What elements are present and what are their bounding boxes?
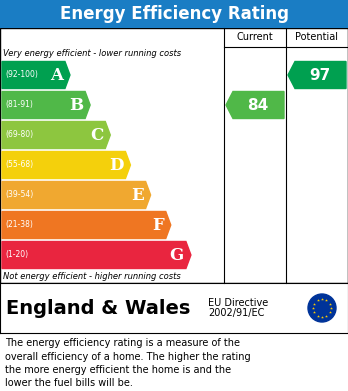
Text: Not energy efficient - higher running costs: Not energy efficient - higher running co… <box>3 272 181 281</box>
Text: E: E <box>131 187 144 203</box>
Polygon shape <box>2 61 70 88</box>
Polygon shape <box>2 242 191 269</box>
Text: (21-38): (21-38) <box>5 221 33 230</box>
Text: G: G <box>170 246 184 264</box>
Polygon shape <box>226 91 284 118</box>
Text: The energy efficiency rating is a measure of the: The energy efficiency rating is a measur… <box>5 338 240 348</box>
Text: A: A <box>50 66 63 84</box>
Bar <box>0 283 348 333</box>
Text: (39-54): (39-54) <box>5 190 33 199</box>
Polygon shape <box>2 91 90 118</box>
Text: 84: 84 <box>247 97 269 113</box>
Text: F: F <box>152 217 164 233</box>
Text: B: B <box>69 97 83 113</box>
Polygon shape <box>2 212 171 239</box>
Text: Very energy efficient - lower running costs: Very energy efficient - lower running co… <box>3 49 181 58</box>
Polygon shape <box>2 122 110 149</box>
Text: overall efficiency of a home. The higher the rating: overall efficiency of a home. The higher… <box>5 352 251 362</box>
Text: (55-68): (55-68) <box>5 160 33 170</box>
Text: 97: 97 <box>309 68 331 83</box>
Text: Current: Current <box>237 32 274 43</box>
Polygon shape <box>2 181 151 208</box>
Text: (69-80): (69-80) <box>5 131 33 140</box>
Text: D: D <box>109 156 124 174</box>
Text: Energy Efficiency Rating: Energy Efficiency Rating <box>60 5 288 23</box>
Text: 2002/91/EC: 2002/91/EC <box>208 308 264 318</box>
Text: (1-20): (1-20) <box>5 251 28 260</box>
Circle shape <box>308 294 336 322</box>
Polygon shape <box>288 61 346 88</box>
Text: lower the fuel bills will be.: lower the fuel bills will be. <box>5 378 133 389</box>
Text: C: C <box>90 127 103 143</box>
Text: Potential: Potential <box>295 32 339 43</box>
Polygon shape <box>2 151 130 179</box>
Text: England & Wales: England & Wales <box>6 298 190 317</box>
Bar <box>0 28 348 283</box>
Text: the more energy efficient the home is and the: the more energy efficient the home is an… <box>5 365 231 375</box>
Text: (92-100): (92-100) <box>5 70 38 79</box>
Bar <box>0 0 348 28</box>
Text: EU Directive: EU Directive <box>208 298 268 308</box>
Text: (81-91): (81-91) <box>5 100 33 109</box>
